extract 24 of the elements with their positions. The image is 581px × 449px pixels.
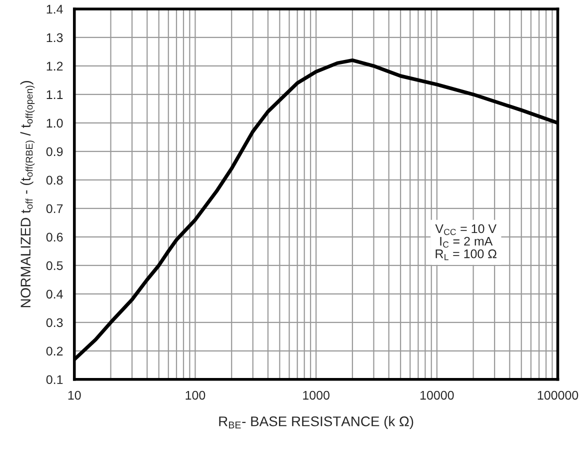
x-tick-label: 100000 bbox=[538, 390, 578, 400]
y-tick-label: 0.2 bbox=[46, 346, 63, 356]
y-tick-label: 0.6 bbox=[46, 232, 63, 242]
annotation: V$_{CC}$ = 10 V bbox=[435, 224, 496, 236]
annotation: I$_{C}$ = 2 mA bbox=[440, 236, 493, 248]
y-tick-label: 0.7 bbox=[46, 204, 63, 214]
y-tick-label: 0.1 bbox=[46, 375, 63, 384]
y-tick-label: 0.3 bbox=[46, 318, 63, 328]
x-tick-label: 1000 bbox=[303, 390, 330, 400]
y-tick-label: 0.5 bbox=[46, 261, 63, 270]
y-tick-label: 0.8 bbox=[46, 176, 63, 185]
y-tick-label: 1.3 bbox=[46, 33, 63, 42]
x-tick-label: 10000 bbox=[420, 390, 454, 400]
y-tick-label: 1.0 bbox=[46, 118, 63, 128]
y-tick-label: 1.1 bbox=[46, 90, 63, 99]
y-tick-label: 0.4 bbox=[46, 290, 63, 299]
annotation: R$_{L}$ = 100 Ω bbox=[436, 249, 496, 260]
x-tick-label: 10 bbox=[68, 390, 81, 400]
x-tick-label: 100 bbox=[186, 390, 206, 400]
y-axis-title: NORMALIZED t$_{off}$ - (t$_{off(RBE)}$ / t$_{off(open)}$) bbox=[20, 81, 35, 308]
y-tick-label: 1.4 bbox=[46, 4, 63, 14]
y-tick-label: 1.2 bbox=[46, 62, 63, 70]
y-tick-label: 0.9 bbox=[46, 147, 63, 156]
x-axis-title: R$_{BE}$- BASE RESISTANCE (k Ω) bbox=[219, 416, 414, 429]
